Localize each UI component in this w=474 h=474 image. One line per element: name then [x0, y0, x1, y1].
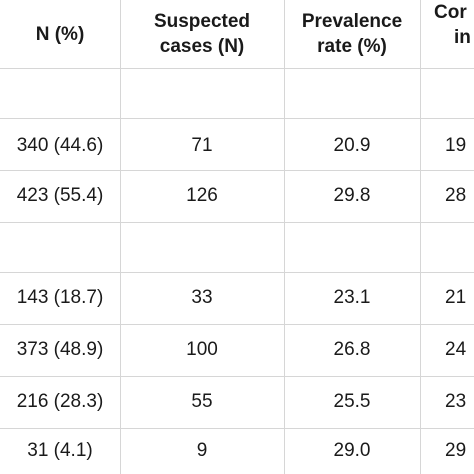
- cell-prevalence: 29.0: [333, 440, 371, 461]
- cell-confirmed-partial: 23: [445, 391, 467, 412]
- cell-suspected: 55: [191, 391, 213, 412]
- header-confirmed-line1: Cor: [434, 2, 467, 23]
- cell-prevalence: 26.8: [333, 339, 371, 360]
- row-divider: [0, 68, 474, 69]
- cell-confirmed-partial: 28: [445, 185, 467, 206]
- cell-prevalence: 25.5: [333, 391, 371, 412]
- row-divider: [0, 324, 474, 325]
- cell-n: 31 (4.1): [27, 440, 93, 461]
- cell-prevalence: 20.9: [333, 135, 371, 156]
- cell-n: 216 (28.3): [16, 391, 104, 412]
- cell-prevalence: 29.8: [333, 185, 371, 206]
- cell-confirmed-partial: 19: [445, 135, 467, 156]
- header-suspected-line2: cases (N): [159, 36, 245, 57]
- cell-n: 143 (18.7): [16, 287, 104, 308]
- cell-suspected: 126: [186, 185, 218, 206]
- cell-confirmed-partial: 29: [445, 440, 467, 461]
- cell-n: 423 (55.4): [16, 185, 104, 206]
- row-divider: [0, 428, 474, 429]
- header-suspected-cases: Suspected cases (N): [120, 0, 284, 68]
- header-prevalence-line2: rate (%): [317, 36, 387, 57]
- header-suspected-line1: Suspected: [153, 11, 251, 32]
- cell-n: 373 (48.9): [16, 339, 104, 360]
- cell-confirmed-partial: 21: [445, 287, 467, 308]
- header-prevalence-rate: Prevalence rate (%): [284, 0, 420, 68]
- cell-suspected: 71: [191, 135, 213, 156]
- cell-confirmed-partial: 24: [445, 339, 467, 360]
- row-divider: [0, 376, 474, 377]
- row-divider: [0, 118, 474, 119]
- cell-prevalence: 23.1: [333, 287, 371, 308]
- header-prevalence-line1: Prevalence: [301, 11, 403, 32]
- cell-n: 340 (44.6): [16, 135, 104, 156]
- column-divider: [284, 0, 285, 474]
- header-n-percent: N (%): [35, 23, 85, 45]
- row-divider: [0, 272, 474, 273]
- column-divider: [120, 0, 121, 474]
- header-confirmed-line2: in: [454, 27, 471, 48]
- header-confirmed-partial: Cor in: [434, 0, 474, 68]
- cell-suspected: 9: [196, 440, 208, 461]
- cell-suspected: 100: [186, 339, 218, 360]
- cell-suspected: 33: [191, 287, 213, 308]
- row-divider: [0, 222, 474, 223]
- column-divider: [420, 0, 421, 474]
- row-divider: [0, 170, 474, 171]
